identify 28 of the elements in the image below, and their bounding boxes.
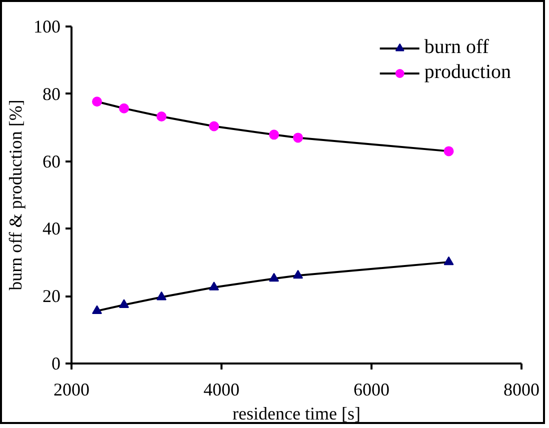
point: [119, 103, 129, 114]
x-tick-label: 8000: [504, 380, 540, 400]
x-axis-title: residence time [s]: [232, 404, 360, 424]
point: [92, 305, 102, 314]
point: [156, 111, 166, 122]
y-tick-label: 40: [42, 218, 60, 239]
y-tick-label: 20: [42, 286, 60, 306]
point: [209, 121, 219, 132]
point: [293, 270, 303, 279]
legend-label: production: [424, 61, 511, 84]
point: [293, 132, 303, 143]
y-axis-title: burn off & production [%]: [6, 100, 26, 290]
point: [92, 96, 102, 107]
legend-label: burn off: [424, 36, 489, 59]
y-tick-label: 100: [34, 16, 60, 36]
x-tick-label: 6000: [354, 380, 390, 400]
point: [269, 272, 279, 282]
point: [209, 282, 219, 290]
point: [444, 256, 454, 266]
point: [156, 291, 166, 300]
y-tick-label: 60: [42, 151, 60, 172]
point: [119, 299, 129, 308]
x-tick-label: 2000: [54, 380, 90, 400]
x-tick-label: 4000: [204, 380, 240, 400]
y-tick-label: 0: [52, 354, 60, 374]
y-tick-label: 80: [42, 84, 60, 104]
point: [269, 130, 279, 140]
point: [444, 146, 454, 156]
